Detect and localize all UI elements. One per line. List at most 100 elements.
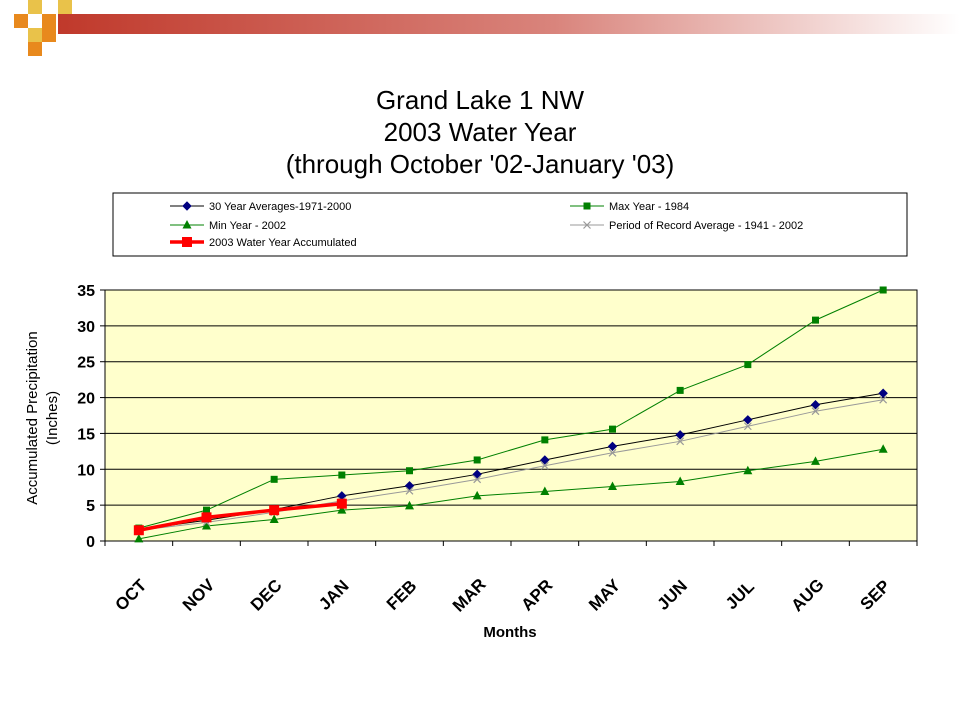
data-point	[472, 469, 482, 480]
y-tick-label: 0	[86, 534, 95, 551]
legend-entry: Min Year - 2002	[170, 220, 286, 232]
y-tick-label: 15	[77, 426, 95, 443]
chart-title: Grand Lake 1 NW 2003 Water Year (through…	[0, 84, 960, 180]
data-point	[607, 441, 618, 452]
data-point	[338, 471, 346, 479]
x-tick-label: FEB	[383, 576, 420, 613]
x-tick-label: DEC	[247, 576, 286, 615]
data-point	[134, 533, 144, 543]
legend: 30 Year Averages-1971-2000 Max Year - 198…	[112, 192, 908, 257]
gridlines	[105, 289, 917, 506]
data-point	[743, 422, 752, 431]
x-tick-label: JUL	[722, 577, 758, 613]
legend-marker	[583, 202, 591, 210]
data-point	[810, 400, 821, 410]
x-tick-label: NOV	[179, 575, 219, 615]
legend-marker	[583, 221, 591, 229]
x-tick-label: OCT	[112, 575, 151, 614]
data-point	[405, 486, 414, 495]
deco-square-5	[58, 0, 72, 14]
deco-square-3	[42, 14, 56, 28]
data-point	[540, 461, 549, 470]
series-line	[138, 448, 884, 540]
series-4	[133, 498, 347, 536]
legend-marker	[182, 237, 192, 247]
y-tick-label: 10	[77, 462, 95, 479]
data-point	[337, 505, 347, 514]
data-point	[675, 430, 685, 440]
data-point	[811, 456, 820, 465]
legend-label: Min Year - 2002	[209, 220, 286, 232]
x-tick-label: JUN	[654, 576, 691, 613]
x-tick-label: MAY	[585, 575, 625, 615]
data-point	[202, 520, 211, 530]
data-point	[744, 361, 752, 369]
x-tick-label: JAN	[315, 576, 352, 613]
data-point	[812, 316, 819, 324]
data-point	[879, 286, 887, 294]
legend-label: Period of Record Average - 1941 - 2002	[609, 220, 803, 232]
deco-square-2	[28, 0, 42, 14]
x-tick-label: MAR	[449, 575, 490, 616]
data-point	[336, 498, 347, 509]
legend-marker	[182, 220, 192, 229]
data-point	[540, 455, 550, 465]
data-point	[811, 407, 820, 416]
data-point	[743, 465, 753, 475]
deco-square-4	[28, 28, 42, 42]
data-point	[676, 437, 685, 446]
legend-label: Max Year - 1984	[609, 201, 689, 213]
data-point	[879, 395, 888, 404]
data-point	[473, 456, 481, 464]
legend-entry: 30 Year Averages-1971-2000	[170, 201, 351, 213]
y-axis-ticks: 0 5 10 15 20 25 30 35	[77, 283, 105, 551]
series-line	[138, 501, 342, 532]
data-point	[406, 467, 413, 475]
deco-square-7	[28, 42, 42, 56]
y-axis-label-line-1: Accumulated Precipitation	[24, 331, 41, 504]
x-axis-label: Months	[483, 624, 536, 641]
series-layer	[133, 286, 888, 543]
legend-box	[112, 192, 908, 257]
data-point	[541, 436, 549, 444]
data-point	[608, 481, 617, 490]
data-point	[540, 486, 550, 496]
data-point	[270, 475, 278, 483]
data-point	[269, 514, 279, 523]
data-point	[133, 525, 144, 536]
y-tick-label: 5	[86, 498, 95, 515]
data-point	[878, 444, 888, 453]
y-tick-label: 35	[77, 283, 95, 300]
data-point	[201, 512, 212, 523]
series-3	[134, 395, 888, 535]
legend-label: 30 Year Averages-1971-2000	[209, 201, 351, 213]
y-axis-label: Accumulated Precipitation (Inches)	[24, 331, 61, 504]
legend-label: 2003 Water Year Accumulated	[209, 237, 357, 249]
chart-title-line-1: Grand Lake 1 NW	[375, 85, 585, 115]
series-2	[134, 444, 888, 543]
data-point	[472, 490, 482, 500]
data-point	[609, 425, 616, 433]
data-point	[675, 476, 685, 485]
legend-marker	[182, 201, 192, 211]
legend-entry: Max Year - 1984	[570, 201, 689, 213]
chart-title-line-3: (through October '02-January '03)	[285, 149, 675, 179]
deco-square-6	[42, 28, 56, 42]
y-axis-label-line-2: (Inches)	[44, 391, 61, 445]
header-gradient-bar	[58, 14, 960, 34]
x-tick-label: SEP	[857, 576, 894, 613]
deco-square-1	[14, 14, 28, 28]
data-point	[878, 388, 888, 398]
x-axis-ticks: OCT NOV DEC JAN FEB MAR APR MAY JUN JUL AUG SEP	[104, 541, 918, 616]
chart-title-line-2: 2003 Water Year	[383, 117, 577, 147]
data-point	[203, 506, 210, 514]
legend-entry: 2003 Water Year Accumulated	[170, 237, 357, 249]
x-tick-label: APR	[518, 576, 557, 615]
data-point	[473, 475, 482, 484]
data-point	[676, 386, 684, 394]
series-line	[138, 289, 884, 529]
data-point	[404, 481, 415, 491]
data-point	[608, 448, 617, 457]
data-point	[269, 505, 280, 516]
